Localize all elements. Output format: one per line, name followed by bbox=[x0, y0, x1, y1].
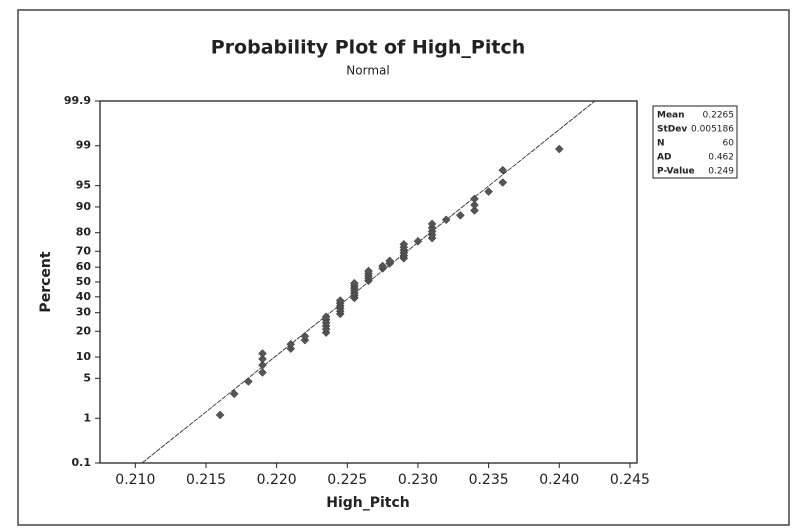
stats-table bbox=[652, 105, 738, 179]
x-tick-label: 0.215 bbox=[186, 472, 226, 488]
x-tick-label: 0.220 bbox=[257, 472, 297, 488]
y-tick-label: 50 bbox=[76, 275, 92, 288]
stat-value: 0.462 bbox=[708, 153, 734, 163]
y-tick-label: 40 bbox=[76, 290, 92, 303]
outer-frame bbox=[17, 9, 790, 526]
y-tick-label: 99 bbox=[76, 139, 91, 152]
stat-value: 0.249 bbox=[708, 167, 734, 177]
x-tick-label: 0.225 bbox=[327, 472, 367, 488]
data-point bbox=[364, 266, 373, 276]
x-tick-label: 0.210 bbox=[115, 472, 155, 488]
y-tick-label: 70 bbox=[76, 244, 92, 257]
data-point bbox=[427, 219, 437, 229]
y-tick-label: 10 bbox=[76, 350, 92, 363]
data-point bbox=[258, 349, 267, 358]
stat-label: Mean bbox=[657, 111, 685, 121]
data-point bbox=[335, 296, 345, 305]
data-point bbox=[399, 239, 409, 249]
y-axis-label: Percent bbox=[38, 251, 54, 312]
data-point bbox=[229, 389, 239, 399]
data-point bbox=[385, 256, 395, 266]
y-tick-label: 90 bbox=[76, 200, 92, 213]
x-tick-label: 0.240 bbox=[539, 472, 579, 488]
data-point bbox=[484, 187, 493, 196]
x-tick-label: 0.245 bbox=[610, 472, 650, 488]
stat-label: N bbox=[657, 139, 665, 149]
x-axis-label: High_Pitch bbox=[326, 495, 410, 511]
data-point bbox=[470, 194, 479, 204]
data-point bbox=[350, 278, 359, 288]
stat-label: StDev bbox=[657, 125, 687, 135]
data-point bbox=[258, 354, 267, 364]
y-tick-label: 30 bbox=[76, 306, 92, 319]
data-point bbox=[258, 368, 267, 377]
stat-label: P-Value bbox=[657, 167, 695, 177]
data-point bbox=[258, 360, 267, 370]
stat-value: 0.005186 bbox=[691, 125, 734, 135]
data-point bbox=[286, 339, 296, 349]
data-point bbox=[470, 200, 479, 210]
chart-title: Probability Plot of High_Pitch bbox=[211, 37, 525, 59]
data-point bbox=[554, 144, 564, 154]
data-point bbox=[286, 344, 296, 354]
data-point bbox=[441, 215, 451, 225]
y-tick-label: 1 bbox=[83, 411, 91, 424]
y-tick-label: 60 bbox=[76, 260, 92, 273]
data-point bbox=[470, 206, 479, 215]
data-point bbox=[215, 410, 225, 420]
y-tick-label: 80 bbox=[76, 226, 92, 239]
data-point bbox=[413, 236, 423, 246]
stat-value: 60 bbox=[723, 139, 735, 149]
y-tick-label: 99.9 bbox=[64, 94, 91, 107]
y-tick-label: 0.1 bbox=[72, 456, 92, 469]
data-point bbox=[498, 178, 508, 187]
data-point bbox=[244, 377, 253, 386]
chart-subtitle: Normal bbox=[346, 64, 389, 78]
y-tick-label: 20 bbox=[76, 324, 92, 337]
y-tick-label: 5 bbox=[83, 371, 91, 384]
data-point bbox=[321, 312, 331, 322]
data-point bbox=[378, 261, 387, 271]
x-tick-label: 0.230 bbox=[398, 472, 438, 488]
y-tick-label: 95 bbox=[76, 179, 91, 192]
data-point bbox=[498, 165, 508, 175]
stat-value: 0.2265 bbox=[703, 111, 735, 121]
stat-label: AD bbox=[657, 153, 671, 163]
data-point bbox=[300, 331, 310, 341]
data-point bbox=[456, 210, 465, 220]
x-tick-label: 0.235 bbox=[469, 472, 509, 488]
